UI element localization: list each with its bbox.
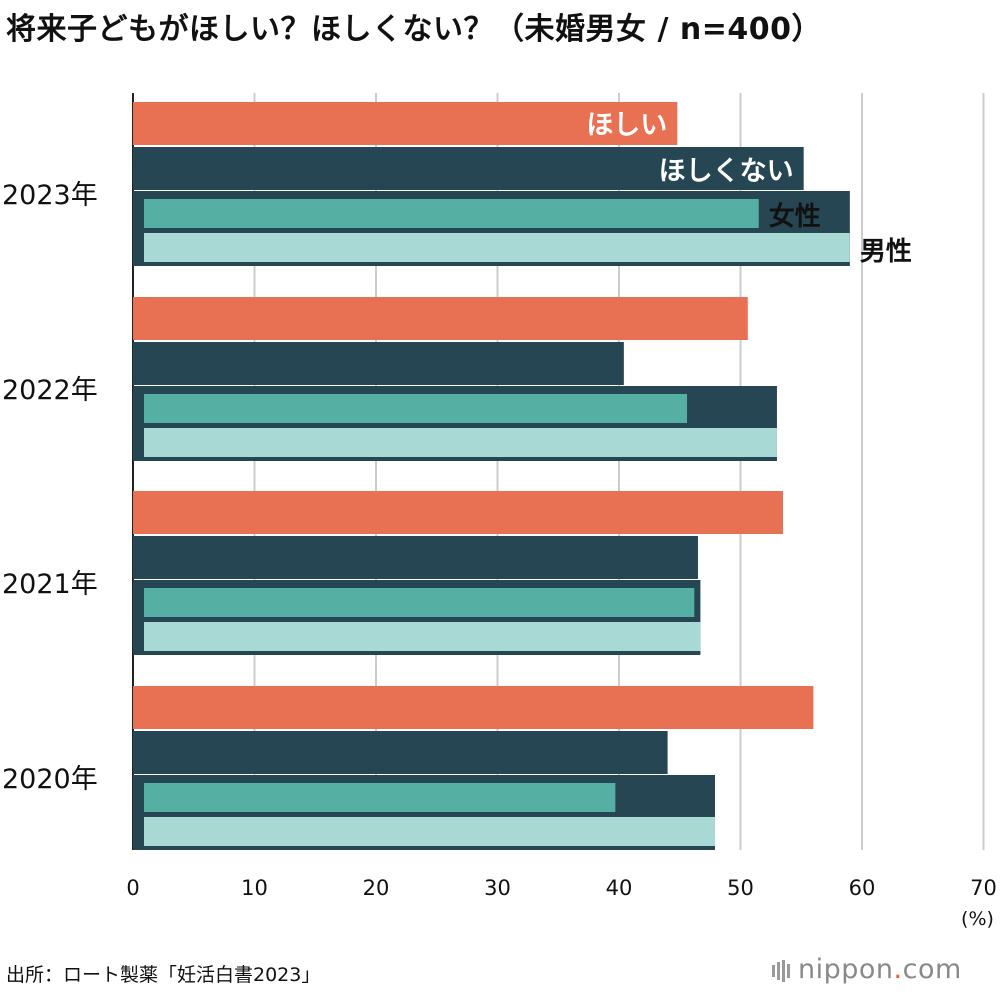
bar-0-3: [133, 686, 814, 729]
x-tick-label-50: 50: [727, 876, 754, 900]
category-label-0: 2023年: [2, 180, 98, 211]
bar-2-0: [144, 199, 759, 228]
x-tick-label-30: 30: [484, 876, 511, 900]
nippon-logo: nippon.com: [772, 954, 962, 985]
bar-2-1: [144, 394, 688, 423]
logo-tld: com: [902, 954, 962, 985]
source-note: 出所：ロート製薬「妊活白書2023」: [6, 964, 321, 986]
x-tick-label-40: 40: [606, 876, 633, 900]
logo-dot: .: [893, 954, 903, 985]
category-label-3: 2020年: [2, 764, 98, 795]
bar-3-3: [144, 817, 715, 846]
series-label-1: ほしくない: [659, 156, 794, 187]
x-tick-label-10: 10: [241, 876, 268, 900]
x-unit-label: (%): [961, 908, 994, 930]
chart-title: 将来子どもがほしい？ほしくない？（未婚男女 / n=400）: [6, 12, 822, 47]
x-tick-label-20: 20: [363, 876, 390, 900]
bar-0-1: [133, 297, 748, 340]
bar-1-3: [133, 731, 668, 774]
x-tick-label-0: 0: [126, 876, 139, 900]
bar-2-2: [144, 588, 695, 617]
bar-2-3: [144, 783, 616, 812]
bar-3-2: [144, 622, 701, 651]
x-tick-label-60: 60: [849, 876, 876, 900]
series-label-3: 男性: [860, 237, 912, 267]
bar-0-2: [133, 491, 784, 534]
logo-name: nippon: [798, 954, 894, 985]
category-label-1: 2022年: [2, 375, 98, 406]
bars: [133, 102, 850, 850]
logo-mark-icon: [772, 959, 790, 982]
category-label-2: 2021年: [2, 569, 98, 600]
bar-3-0: [144, 233, 850, 262]
bar-0-0: [133, 102, 678, 145]
labels: 0 10 20 30 40 50 60 70 (%) 2023年 2022年 2021年 2020年 ほし…: [2, 110, 997, 930]
x-tick-label-70: 70: [970, 876, 997, 900]
bar-3-1: [144, 428, 777, 457]
bar-1-2: [133, 536, 698, 579]
series-label-0: ほしい: [586, 110, 667, 141]
series-label-2: 女性: [769, 201, 821, 232]
bar-1-0: [133, 147, 804, 190]
bar-1-1: [133, 342, 624, 385]
